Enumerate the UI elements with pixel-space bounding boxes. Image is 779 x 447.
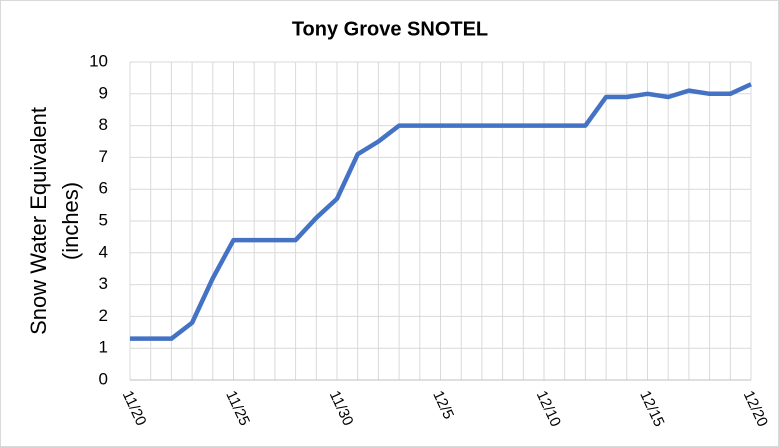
y-tick-label: 7 <box>99 147 108 166</box>
y-axis-label: Snow Water Equivalent <box>26 107 51 335</box>
y-tick-label: 1 <box>99 338 108 357</box>
y-tick-label: 3 <box>99 274 108 293</box>
y-tick-label: 9 <box>99 83 108 102</box>
y-tick-label: 6 <box>99 179 108 198</box>
y-tick-label: 8 <box>99 115 108 134</box>
y-axis-label: (inches) <box>58 182 83 260</box>
y-tick-label: 5 <box>99 210 108 229</box>
y-tick-label: 2 <box>99 306 108 325</box>
y-tick-label: 0 <box>99 369 108 388</box>
line-series <box>130 82 752 341</box>
chart-title: Tony Grove SNOTEL <box>292 18 488 40</box>
y-tick-label: 10 <box>89 51 108 70</box>
y-tick-label: 4 <box>99 242 108 261</box>
